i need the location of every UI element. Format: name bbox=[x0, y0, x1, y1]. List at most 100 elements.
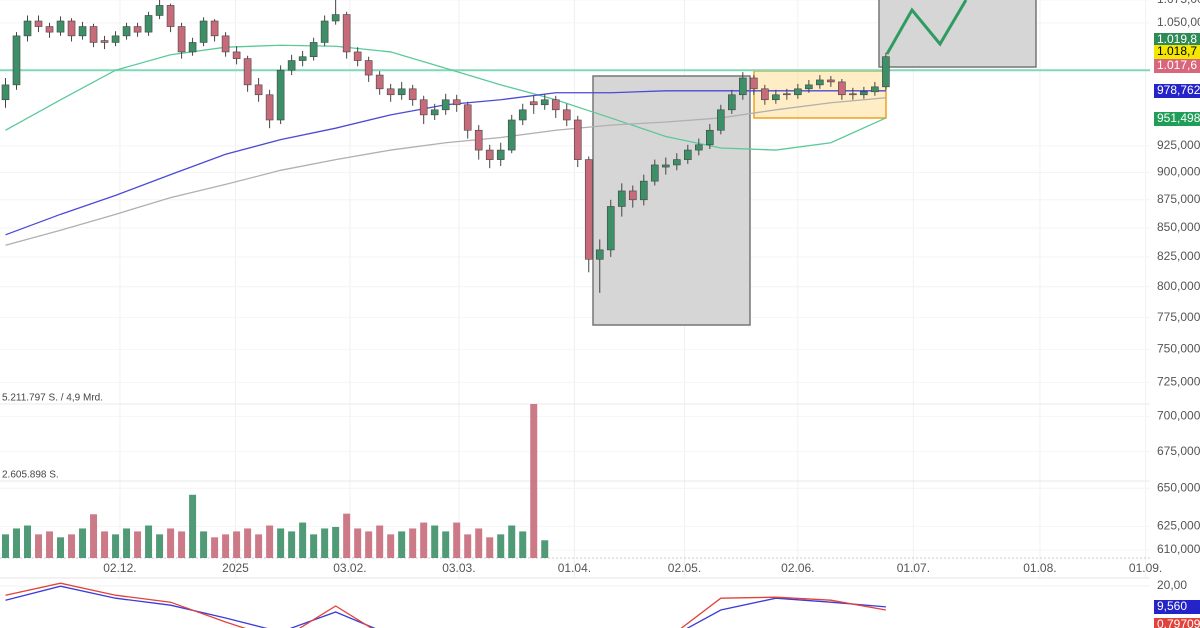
volume-bar bbox=[299, 522, 307, 558]
candle-body bbox=[67, 20, 76, 37]
price-label-box bbox=[1154, 112, 1200, 126]
volume-bar bbox=[211, 537, 219, 558]
candle-body bbox=[254, 84, 263, 96]
oscillator-tick-label: 20,00 bbox=[1157, 578, 1187, 592]
volume-bar bbox=[46, 531, 54, 558]
volume-bar bbox=[24, 525, 32, 558]
candle-body bbox=[287, 60, 296, 71]
candle-body bbox=[739, 77, 747, 96]
candle-body bbox=[772, 94, 780, 101]
x-tick-label: 02.06. bbox=[781, 561, 814, 575]
candle-body bbox=[485, 149, 494, 160]
oscillator-label: 9,560 bbox=[1157, 599, 1187, 613]
x-tick-label: 01.07. bbox=[897, 561, 930, 575]
volume-bar bbox=[332, 526, 340, 558]
volume-bar bbox=[112, 534, 120, 558]
candle-body bbox=[695, 144, 703, 151]
price-label-box bbox=[1154, 45, 1200, 59]
y-tick-label: 875,000 bbox=[1157, 192, 1200, 206]
candle-body bbox=[573, 119, 582, 160]
candle-body bbox=[221, 35, 230, 53]
candle-body bbox=[683, 149, 692, 160]
volume-bar bbox=[167, 528, 175, 558]
candle-body bbox=[706, 129, 714, 146]
volume-bar bbox=[519, 531, 527, 558]
candle-body bbox=[298, 56, 307, 61]
volume-bar bbox=[365, 531, 373, 558]
candle-body bbox=[783, 93, 791, 96]
candle-body bbox=[188, 42, 197, 53]
y-tick-label: 610,000 bbox=[1157, 542, 1200, 556]
price-label-box bbox=[1154, 59, 1200, 73]
candle-body bbox=[166, 5, 175, 27]
volume-bar bbox=[310, 534, 318, 558]
y-tick-label: 925,000 bbox=[1157, 138, 1200, 152]
candle-body bbox=[276, 69, 285, 121]
y-tick-label: 800,000 bbox=[1157, 279, 1200, 293]
candle-body bbox=[144, 15, 153, 33]
candle-body bbox=[562, 109, 571, 121]
candle-body bbox=[45, 26, 54, 33]
y-tick-label: 1.050,000 bbox=[1157, 15, 1200, 29]
annotation-box bbox=[592, 75, 751, 326]
candle-body bbox=[397, 88, 406, 96]
candle-body bbox=[375, 74, 384, 90]
candle-body bbox=[606, 206, 615, 251]
volume-bar bbox=[134, 531, 142, 558]
candle-body bbox=[849, 93, 857, 96]
candle-body bbox=[584, 159, 593, 260]
candle-body bbox=[353, 51, 362, 61]
candle-body bbox=[309, 42, 318, 58]
y-tick-label: 775,000 bbox=[1157, 310, 1200, 324]
volume-bar bbox=[288, 531, 296, 558]
y-tick-label: 625,000 bbox=[1157, 519, 1200, 533]
candle-body bbox=[595, 249, 604, 260]
volume-tick-label: 5.211.797 S. / 4,9 Mrd. bbox=[2, 393, 103, 404]
volume-bar bbox=[321, 528, 329, 558]
candle-body bbox=[199, 20, 208, 43]
volume-bar bbox=[464, 534, 472, 558]
candle-body bbox=[750, 77, 758, 90]
price-label-box bbox=[1154, 84, 1200, 98]
candle-body bbox=[507, 119, 516, 151]
volume-bar bbox=[200, 531, 208, 558]
candle-body bbox=[364, 60, 373, 76]
candle-body bbox=[827, 79, 835, 83]
candle-body bbox=[838, 81, 846, 96]
oscillator-line bbox=[5, 582, 886, 628]
moving-average bbox=[5, 97, 886, 246]
candle-body bbox=[111, 35, 120, 43]
price-label-box bbox=[1154, 33, 1200, 47]
candle-body bbox=[816, 79, 824, 86]
volume-tick-label: 2.605.898 S. bbox=[2, 470, 59, 481]
candle-body bbox=[518, 109, 527, 121]
candle-body bbox=[232, 51, 241, 59]
volume-bar bbox=[398, 531, 406, 558]
volume-bar bbox=[541, 540, 549, 558]
volume-bar bbox=[13, 528, 21, 558]
volume-bar bbox=[222, 534, 230, 558]
volume-bar bbox=[189, 494, 197, 558]
candle-body bbox=[617, 190, 626, 207]
volume-bar bbox=[409, 528, 417, 558]
candle-body bbox=[419, 99, 428, 116]
candle-body bbox=[860, 91, 868, 96]
x-tick-label: 03.02. bbox=[333, 561, 366, 575]
candle-body bbox=[331, 14, 340, 22]
oscillator-area bbox=[5, 582, 886, 628]
volume-bar bbox=[420, 522, 428, 558]
volume-bar bbox=[79, 528, 87, 558]
candle-body bbox=[452, 99, 461, 106]
volume-bar bbox=[178, 531, 186, 558]
x-tick-label: 01.08. bbox=[1023, 561, 1056, 575]
oscillator-label-box bbox=[1154, 600, 1200, 614]
volume-bar bbox=[475, 528, 483, 558]
volume-bar bbox=[376, 525, 384, 558]
volume-bar bbox=[530, 404, 538, 558]
volume-bar bbox=[233, 531, 241, 558]
volume-bar bbox=[68, 534, 76, 558]
y-tick-label: 825,000 bbox=[1157, 249, 1200, 263]
volume-bar bbox=[486, 537, 494, 558]
